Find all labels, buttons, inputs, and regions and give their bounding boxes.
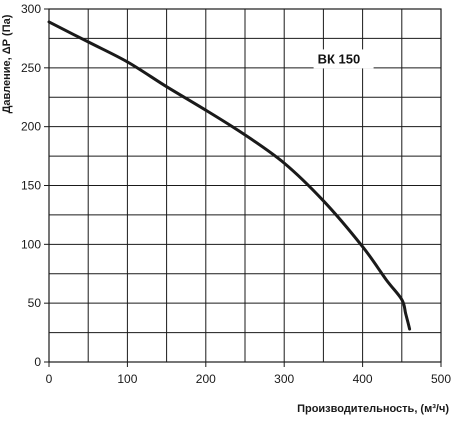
x-tick-label: 200 (196, 372, 216, 386)
x-tick-label: 500 (431, 372, 451, 386)
y-axis-title: Давление, ΔР (Па) (1, 14, 13, 113)
y-tick-label: 100 (21, 237, 41, 251)
y-tick-label: 250 (21, 61, 41, 75)
x-axis-title: Производительность, (м³/ч) (297, 403, 449, 415)
x-tick-label: 100 (117, 372, 137, 386)
y-tick-label: 300 (21, 2, 41, 16)
y-tick-label: 150 (21, 179, 41, 193)
x-tick-label: 400 (353, 372, 373, 386)
series-line-vk150 (47, 20, 412, 331)
tick-labels: 0 100 200 300 400 500 0 50 100 150 200 250 300 (21, 2, 451, 386)
x-tick-label: 0 (46, 372, 53, 386)
y-tick-label: 0 (34, 355, 41, 369)
series-label-vk150: ВК 150 (318, 51, 361, 66)
x-tick-label: 300 (274, 372, 294, 386)
series-label-background (313, 49, 374, 69)
y-tick-label: 200 (21, 120, 41, 134)
grid (49, 9, 441, 362)
y-tick-label: 50 (28, 296, 42, 310)
